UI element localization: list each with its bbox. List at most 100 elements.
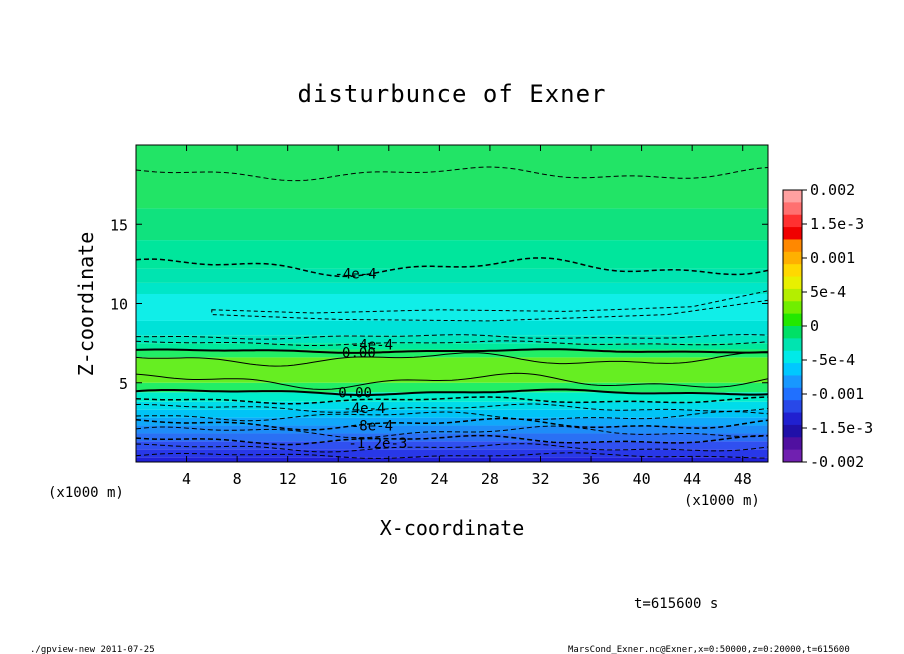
color-band <box>136 457 768 462</box>
color-band <box>136 282 768 294</box>
contour-line <box>136 425 768 439</box>
contour-label: -4e-4 <box>351 338 393 354</box>
colorbar-swatch <box>783 412 802 426</box>
y-tick-label: 5 <box>119 375 128 393</box>
colorbar-labels: 0.002 1.5e-3 0.001 5e-4 0 -5e-4 -0.001 -1.5e-3 -… <box>802 181 873 471</box>
colorbar-swatch <box>783 301 802 315</box>
colorbar-swatch <box>783 375 802 389</box>
colorbar-tick-label: 0 <box>810 317 819 335</box>
footer-right: MarsCond_Exner.nc@Exner,x=0:50000,z=0:20… <box>568 645 850 654</box>
x-tick-label: 32 <box>531 470 549 488</box>
y-tick-label: 15 <box>110 216 128 234</box>
x-tick-label: 44 <box>683 470 701 488</box>
colorbar-tick-label: -0.002 <box>810 453 864 471</box>
color-band <box>136 320 768 336</box>
x-tick-label: 8 <box>233 470 242 488</box>
color-band <box>136 417 768 426</box>
colorbar-swatch <box>783 338 802 352</box>
x-ticks: 4 8 12 16 20 24 28 32 36 40 44 48 <box>182 145 752 488</box>
y-axis-label: Z-coordinate <box>74 232 98 377</box>
contour-line <box>136 388 768 396</box>
colorbar-swatch <box>783 251 802 265</box>
color-band <box>136 441 768 450</box>
x-axis-label: X-coordinate <box>380 516 525 540</box>
color-band <box>136 240 768 269</box>
contour-line <box>136 166 768 182</box>
color-band <box>136 382 768 393</box>
contour-line <box>136 396 768 405</box>
colorbar-tick-label: 5e-4 <box>810 283 846 301</box>
contour-line <box>136 334 768 340</box>
contour-line <box>136 340 768 346</box>
contour-label: 0.00 <box>342 346 376 362</box>
contour-label: 0.00 <box>338 385 372 401</box>
contour-label: -8e-4 <box>351 419 393 435</box>
x-tick-label: 16 <box>329 470 347 488</box>
colorbar-swatch <box>783 449 802 463</box>
colorbar-swatch <box>783 190 802 203</box>
colorbar-swatch <box>783 350 802 364</box>
contour-line <box>136 411 768 422</box>
color-band <box>136 268 768 283</box>
contour-line <box>136 352 768 367</box>
colorbar-tick-label: 1.5e-3 <box>810 215 864 233</box>
contour-line <box>136 372 768 390</box>
contour-line <box>136 403 768 413</box>
time-label: t=615600 s <box>634 596 718 612</box>
contour-lines <box>136 166 768 459</box>
contour-line <box>136 443 768 453</box>
x-tick-label: 36 <box>582 470 600 488</box>
colorbar-swatch <box>783 276 802 290</box>
colorbar-tick-label: 0.001 <box>810 249 855 267</box>
x-tick-label: 48 <box>734 470 752 488</box>
x-tick-label: 12 <box>279 470 297 488</box>
color-band <box>136 293 768 321</box>
colorbar-tick-label: -1.5e-3 <box>810 419 873 437</box>
contour-line <box>136 417 768 431</box>
x-unit-right: (x1000 m) <box>684 493 760 509</box>
color-band <box>136 343 768 350</box>
contour-line <box>211 290 768 322</box>
contour-label: -1.2e-3 <box>348 436 407 452</box>
colorbar-swatch <box>783 239 802 253</box>
chart-title: disturbunce of Exner <box>298 80 607 108</box>
colorbar-swatch <box>783 202 802 216</box>
colorbar-swatch <box>783 400 802 414</box>
colorbar-swatch <box>783 214 802 228</box>
colorbar-swatch <box>783 326 802 339</box>
contour-label: -4e-4 <box>334 266 376 282</box>
plot-area <box>136 145 768 462</box>
colorbar-swatch <box>783 313 802 327</box>
x-tick-label: 24 <box>430 470 448 488</box>
y-ticks: 5 10 15 <box>110 216 768 393</box>
colorbar-tick-label: -0.001 <box>810 385 864 403</box>
footer-left: ./gpview-new 2011-07-25 <box>30 645 155 654</box>
x-tick-label: 4 <box>182 470 191 488</box>
contour-line <box>136 452 768 459</box>
colorbar-swatch <box>783 288 802 302</box>
colorbar-tick-label: 0.002 <box>810 181 855 199</box>
y-tick-label: 10 <box>110 296 128 314</box>
x-tick-label: 40 <box>633 470 651 488</box>
color-band <box>136 335 768 344</box>
color-band <box>136 392 768 402</box>
color-band <box>136 449 768 458</box>
contour-line <box>136 257 768 278</box>
color-band <box>136 401 768 410</box>
x-tick-label: 20 <box>380 470 398 488</box>
contour-label: -4e-4 <box>343 401 385 417</box>
contour-line <box>136 434 768 446</box>
color-bands <box>136 145 768 462</box>
contour-line <box>136 348 768 354</box>
colorbar-swatch <box>783 227 802 240</box>
colorbar-tick-label: -5e-4 <box>810 351 855 369</box>
x-tick-label: 28 <box>481 470 499 488</box>
colorbar-swatch <box>783 387 802 401</box>
colorbar <box>783 190 802 463</box>
color-band <box>136 208 768 241</box>
colorbar-swatch <box>783 437 802 451</box>
colorbar-swatch <box>783 424 802 438</box>
contour-labels: -4e-4-4e-40.000.00-4e-4-8e-4-1.2e-3 <box>334 266 407 452</box>
color-band <box>136 409 768 418</box>
